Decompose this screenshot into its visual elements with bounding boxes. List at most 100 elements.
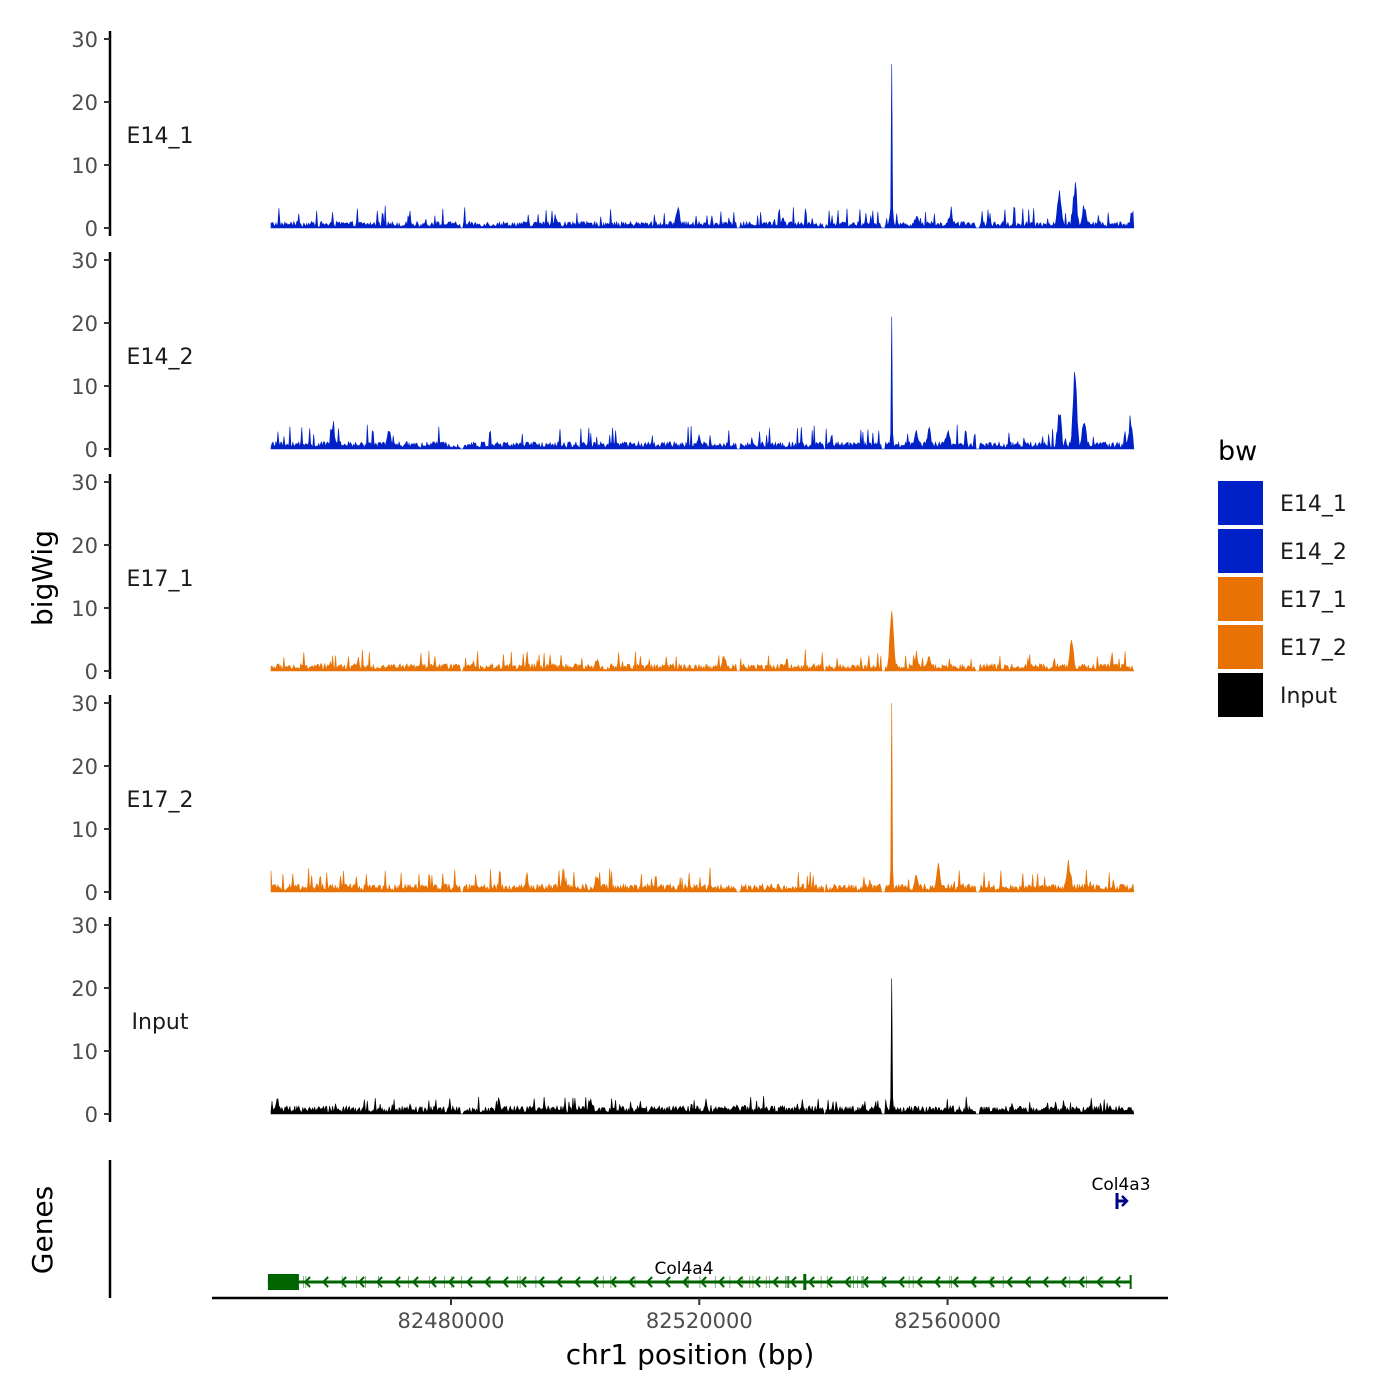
signal-area [270, 978, 1135, 1115]
x-tick-label: 82480000 [398, 1309, 505, 1333]
track-e14-1: 0 10 20 30 E14_1 [71, 28, 1135, 241]
strand-arrow [1023, 1276, 1031, 1288]
legend-label: E14_1 [1280, 492, 1347, 517]
x-axis-title: chr1 position (bp) [566, 1338, 815, 1371]
track-e14-2: 0 10 20 30 E14_2 [71, 249, 1135, 462]
strand-arrow [483, 1276, 491, 1288]
legend-swatch [1218, 481, 1263, 525]
strand-arrow [573, 1276, 581, 1288]
x-axis: 82480000 82520000 82560000 [212, 1296, 1168, 1333]
track-input: 0 10 20 30 Input [71, 914, 1135, 1127]
legend-label: Input [1280, 684, 1337, 709]
strand-arrow [789, 1276, 797, 1288]
legend-title: bw [1218, 436, 1257, 467]
gene-label: Col4a4 [654, 1259, 713, 1279]
strand-arrow [681, 1276, 689, 1288]
strand-arrow [627, 1276, 635, 1288]
strand-arrow [339, 1276, 347, 1288]
signal-area [270, 64, 1135, 229]
y-tick-label: 0 [85, 881, 98, 905]
y-tick-label: 10 [71, 818, 98, 842]
legend-label: E17_2 [1280, 636, 1347, 661]
strand-arrow [447, 1276, 455, 1288]
strand-arrow [393, 1276, 401, 1288]
strand-arrow [303, 1276, 311, 1288]
gene-track: Col4a4 Col4a3 [108, 1160, 1151, 1298]
strand-arrow [753, 1276, 761, 1288]
strand-arrow [375, 1276, 383, 1288]
y-tick-label: 20 [71, 977, 98, 1001]
strand-arrow [915, 1276, 923, 1288]
gene-col4a4: Col4a4 [267, 1259, 1132, 1290]
x-tick-label: 82560000 [894, 1309, 1001, 1333]
strand-arrow [987, 1276, 995, 1288]
strand-arrow [555, 1276, 563, 1288]
gene-label: Col4a3 [1091, 1175, 1150, 1195]
strand-arrow [1077, 1276, 1085, 1288]
strand-arrow [897, 1276, 905, 1288]
strand-arrow [501, 1276, 509, 1288]
strand-arrow [429, 1276, 437, 1288]
strand-arrow [717, 1276, 725, 1288]
strand-arrow [735, 1276, 743, 1288]
y-tick-label: 0 [85, 217, 98, 241]
legend: bw E14_1 E14_2 E17_1 E17_2 Input [1218, 436, 1347, 717]
strand-arrow [1059, 1276, 1067, 1288]
strand-arrow [519, 1276, 527, 1288]
y-tick-label: 10 [71, 154, 98, 178]
strand-arrow [1041, 1276, 1049, 1288]
track-label: E17_2 [127, 788, 194, 813]
signal-area [270, 316, 1135, 450]
y-tick-label: 20 [71, 534, 98, 558]
y-tick-label: 10 [71, 375, 98, 399]
strand-arrow [591, 1276, 599, 1288]
track-label: E14_2 [127, 345, 194, 370]
strand-arrow [951, 1276, 959, 1288]
legend-swatch [1218, 673, 1263, 717]
strand-arrow [465, 1276, 473, 1288]
gene-col4a3: Col4a3 [1091, 1175, 1151, 1209]
y-tick-label: 0 [85, 1103, 98, 1127]
strand-arrow [771, 1276, 779, 1288]
y-tick-label: 20 [71, 312, 98, 336]
signal-area [270, 702, 1135, 893]
legend-label: E17_1 [1280, 588, 1347, 613]
genes-axis-title: Genes [26, 1186, 59, 1274]
strand-arrow [1005, 1276, 1013, 1288]
signal-area [270, 610, 1135, 672]
y-tick-label: 30 [71, 914, 98, 938]
y-tick-label: 10 [71, 597, 98, 621]
y-axis-title: bigWig [26, 530, 59, 626]
strand-arrow [861, 1276, 869, 1288]
strand-arrow [357, 1276, 365, 1288]
track-label: E14_1 [127, 124, 194, 149]
strand-arrow [537, 1276, 545, 1288]
signal-tracks: 0 10 20 30 E14_1 0 10 20 30 E14_2 0 10 20 30 E17_1 0 10 2… [71, 28, 1135, 1127]
y-tick-label: 30 [71, 28, 98, 52]
strand-arrow [321, 1276, 329, 1288]
gene-exon [267, 1274, 299, 1290]
legend-label: E14_2 [1280, 540, 1347, 565]
y-tick-label: 10 [71, 1040, 98, 1064]
strand-arrow [1121, 1195, 1129, 1207]
track-e17-2: 0 10 20 30 E17_2 [71, 692, 1135, 905]
y-tick-label: 30 [71, 692, 98, 716]
strand-arrow [663, 1276, 671, 1288]
track-label: E17_1 [127, 567, 194, 592]
y-tick-label: 20 [71, 91, 98, 115]
strand-arrow [1113, 1276, 1121, 1288]
y-tick-label: 0 [85, 438, 98, 462]
legend-swatch [1218, 529, 1263, 573]
y-tick-label: 0 [85, 660, 98, 684]
track-label: Input [132, 1010, 189, 1035]
strand-arrow [843, 1276, 851, 1288]
strand-arrow [645, 1276, 653, 1288]
strand-arrow [1095, 1276, 1103, 1288]
y-tick-label: 20 [71, 755, 98, 779]
strand-arrow [411, 1276, 419, 1288]
legend-swatch [1218, 625, 1263, 669]
x-tick-label: 82520000 [646, 1309, 753, 1333]
legend-swatch [1218, 577, 1263, 621]
y-tick-label: 30 [71, 249, 98, 273]
